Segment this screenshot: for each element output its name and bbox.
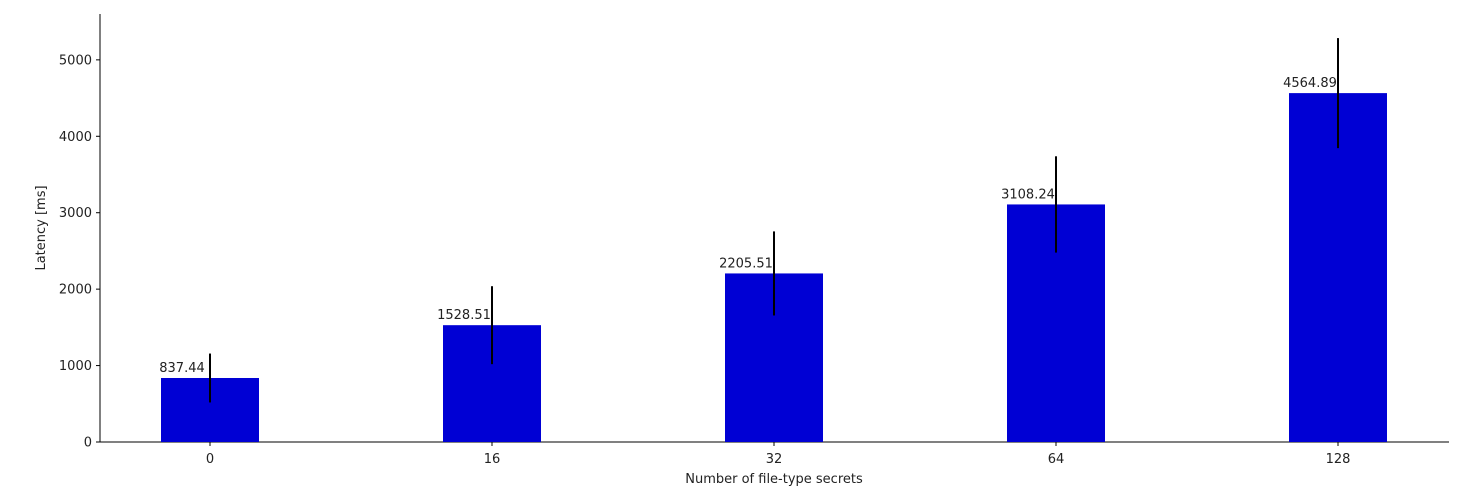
y-tick-label: 1000 bbox=[59, 359, 92, 374]
y-tick-label: 0 bbox=[84, 436, 92, 451]
data-label: 3108.24 bbox=[1001, 187, 1055, 202]
y-axis-label: Latency [ms] bbox=[34, 185, 49, 270]
error-bars bbox=[209, 38, 1339, 403]
y-tick-label: 4000 bbox=[59, 130, 92, 145]
x-tick-label: 0 bbox=[206, 452, 214, 467]
data-label: 4564.89 bbox=[1283, 76, 1337, 91]
x-tick-label: 16 bbox=[484, 452, 501, 467]
bar bbox=[1289, 93, 1387, 443]
data-label: 2205.51 bbox=[719, 256, 773, 271]
x-tick-label: 32 bbox=[766, 452, 783, 467]
y-ticks: 0 1000 2000 3000 4000 5000 bbox=[59, 53, 100, 451]
x-tick-label: 64 bbox=[1048, 452, 1065, 467]
y-tick-label: 3000 bbox=[59, 206, 92, 221]
x-ticks: 0 16 32 64 128 bbox=[206, 442, 1351, 467]
data-label: 837.44 bbox=[159, 361, 205, 376]
x-tick-label: 128 bbox=[1326, 452, 1351, 467]
y-tick-label: 5000 bbox=[59, 53, 92, 68]
data-labels: 837.44 1528.51 2205.51 3108.24 4564.89 bbox=[159, 76, 1337, 376]
y-tick-label: 2000 bbox=[59, 283, 92, 298]
data-label: 1528.51 bbox=[437, 308, 491, 323]
x-axis-label: Number of file-type secrets bbox=[685, 472, 863, 487]
